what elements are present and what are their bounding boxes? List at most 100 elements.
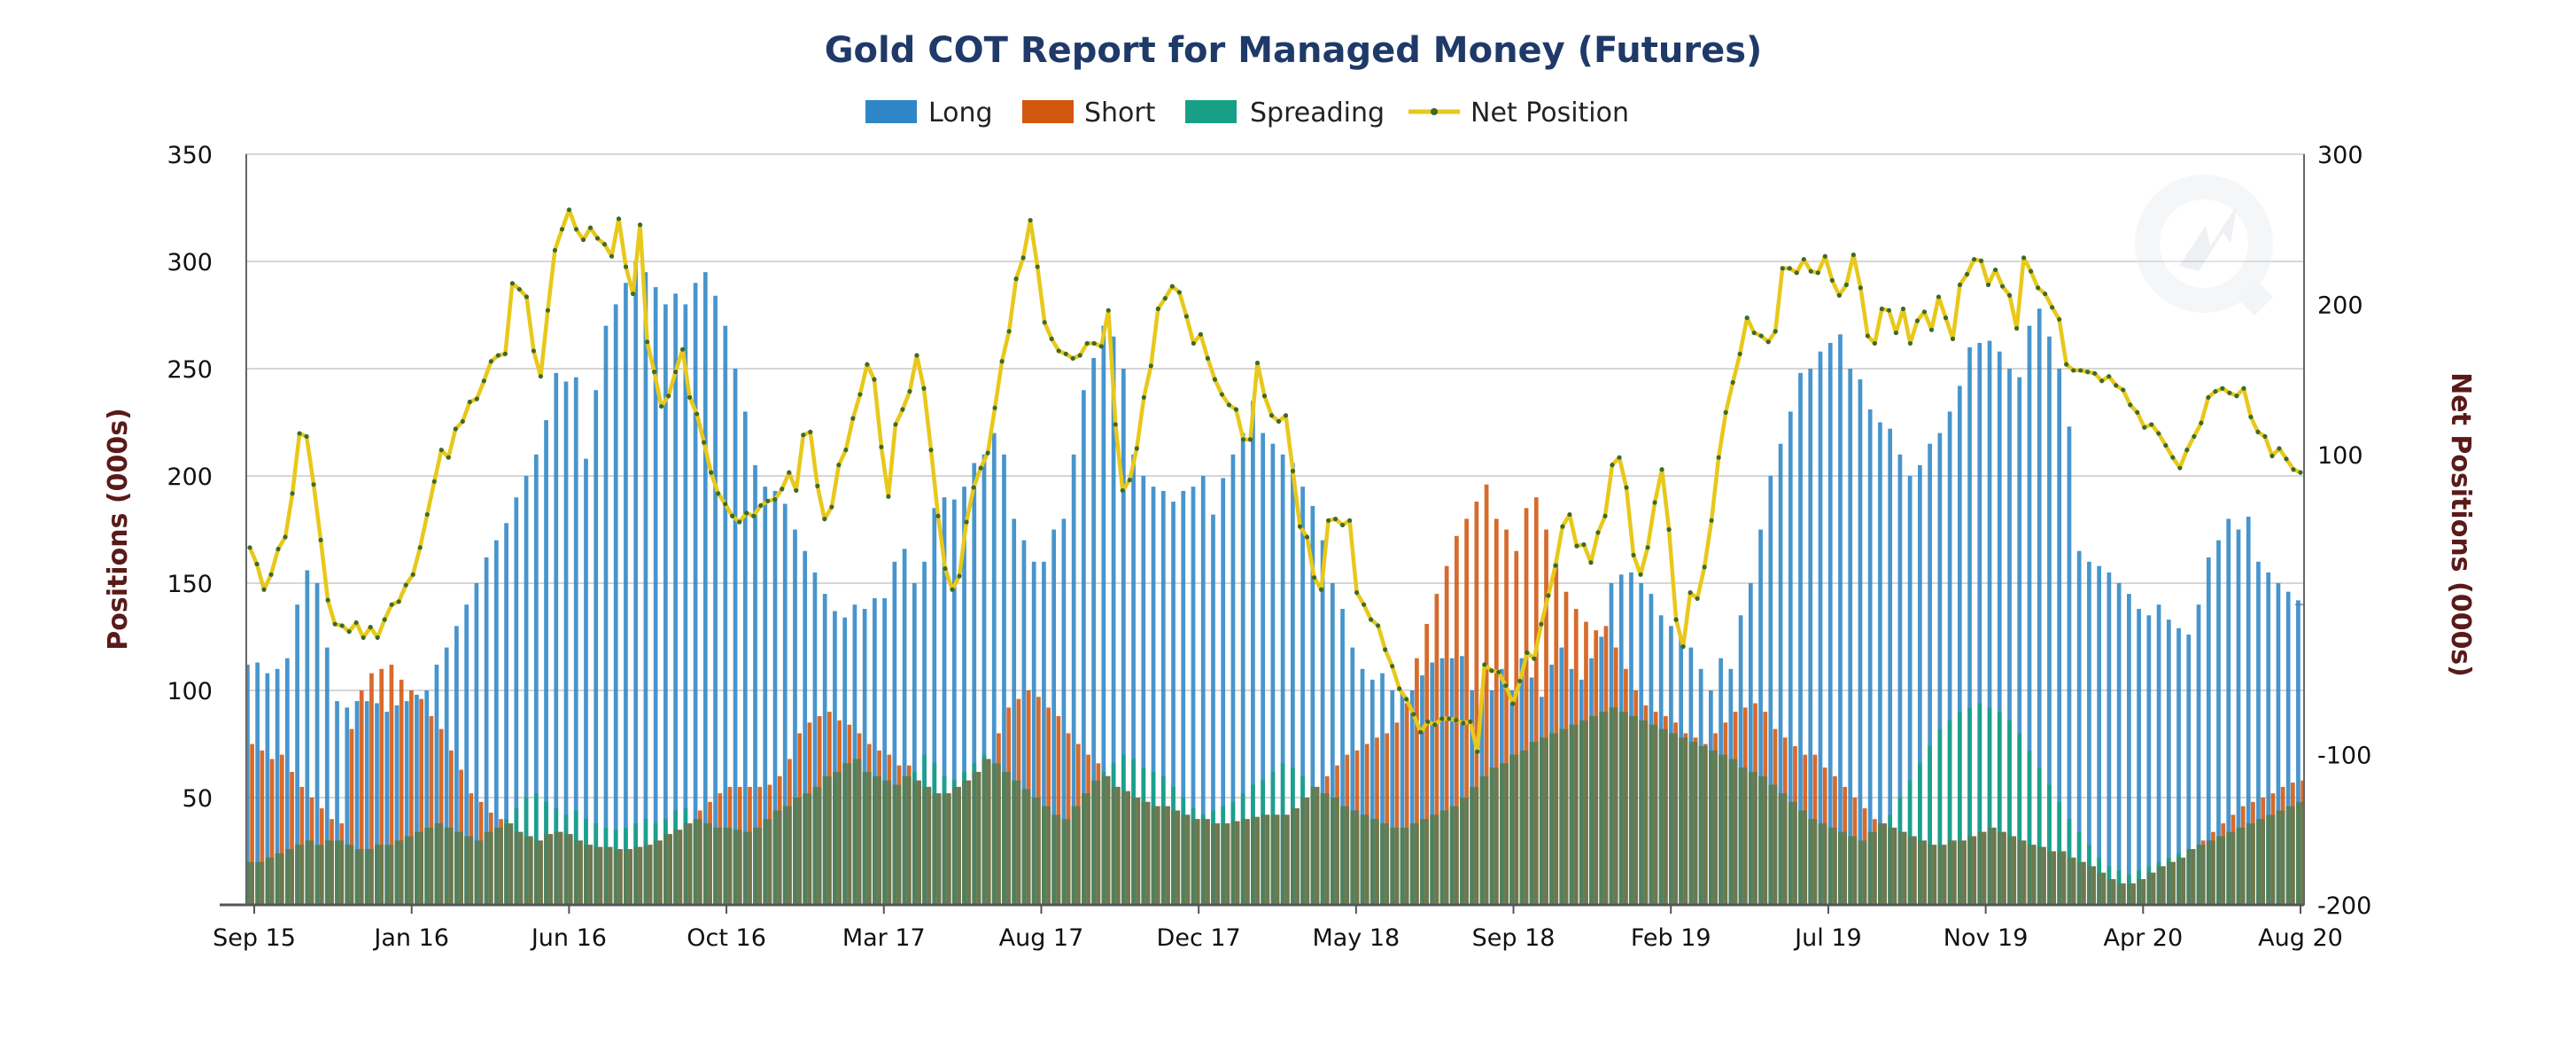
long-bar [1320,540,1325,905]
long-bar [1240,432,1245,906]
net-position-point [850,416,856,421]
net-position-point [872,377,877,382]
overlap-bar [2246,823,2255,905]
long-bar [364,701,369,905]
long-bar [1947,411,1952,905]
long-bar [434,664,439,905]
long-bar [902,549,907,905]
net-position-point [2057,316,2062,322]
overlap-bar [1589,716,1599,905]
long-bar [1400,692,1405,905]
long-bar [1748,583,1753,905]
legend-item-spreading[interactable]: Spreading [1185,97,1385,129]
long-bar [1191,487,1196,905]
long-bar [653,287,658,905]
net-position-point [1169,284,1175,289]
overlap-bar [852,759,862,905]
overlap-bar [873,775,881,905]
net-position-point [1787,266,1792,271]
net-position-point [1411,712,1416,717]
y2-tick-label: -100 [2317,743,2371,770]
net-position-point [1964,271,1970,277]
y-tick-label: 300 [167,249,213,277]
net-position-point [396,599,401,604]
net-position-point [2036,285,2041,291]
overlap-bar [295,845,305,905]
net-position-point [488,359,493,364]
long-bar [415,694,419,905]
net-position-point [2163,443,2169,448]
long-bar [2037,308,2042,905]
legend-item-short[interactable]: Short [1022,97,1156,129]
long-bar [1360,668,1365,905]
net-position-point [1191,340,1196,347]
long-bar [862,609,867,905]
net-position-point [1560,524,1565,529]
net-position-point [1269,413,1275,418]
net-position-point [1723,409,1728,415]
overlap-bar [1529,742,1539,905]
long-bar [2116,583,2122,905]
overlap-bar [2216,836,2226,905]
overlap-bar [1101,775,1111,905]
net-position-point [1311,575,1317,580]
net-position-point [1176,290,1182,295]
overlap-bar [633,846,643,905]
legend-swatch-short [1022,100,1074,123]
net-position-point [2284,456,2289,462]
long-bar [1758,529,1763,905]
long-bar [1141,476,1146,905]
net-position-point [1397,686,1402,691]
net-position-point [2043,291,2048,297]
net-position-point [1475,749,1480,754]
overlap-bar [1937,845,1947,905]
long-bar [1808,369,1813,905]
overlap-bar [1509,754,1519,905]
long-bar [1409,690,1415,905]
overlap-bar [2266,814,2276,905]
overlap-bar [1907,836,1917,905]
net-position-point [410,572,415,577]
long-bar [1918,464,1922,905]
net-position-point [467,399,472,405]
overlap-bar [1449,806,1459,905]
long-bar [1061,518,1067,905]
x-tick-label: Aug 20 [2258,924,2343,952]
overlap-bar [1897,831,1907,905]
net-position-point [2099,378,2105,384]
y2-tick-label: 100 [2317,442,2363,470]
long-bar [991,432,997,906]
long-bar [1390,690,1395,905]
net-position-point [1567,511,1572,518]
overlap-bar [1430,814,1439,905]
net-position-point [744,510,749,516]
net-position-point [680,347,686,352]
overlap-bar [345,845,354,905]
overlap-bar [404,836,414,905]
overlap-bar [2037,846,2046,905]
net-position-point [928,448,934,453]
short-bar [369,673,374,905]
overlap-bar [1012,780,1021,905]
overlap-bar [1878,823,1887,905]
net-position-point [368,625,373,630]
overlap-bar [464,836,474,905]
long-bar [1230,454,1236,905]
long-bar [484,557,489,905]
overlap-bar [772,810,782,905]
legend-label-net-position: Net Position [1470,97,1629,129]
long-bar [982,454,987,905]
net-position-point [474,396,479,401]
overlap-bar [1091,780,1101,905]
net-position-point [1581,541,1587,548]
legend-item-long[interactable]: Long [865,97,993,129]
long-bar [2206,557,2211,905]
net-position-point [290,491,295,496]
legend-item-net-position[interactable]: Net Position [1408,97,1629,129]
overlap-bar [1470,786,1479,905]
net-position-point [2078,368,2083,373]
long-bar [524,476,529,905]
net-position-point [723,502,728,507]
